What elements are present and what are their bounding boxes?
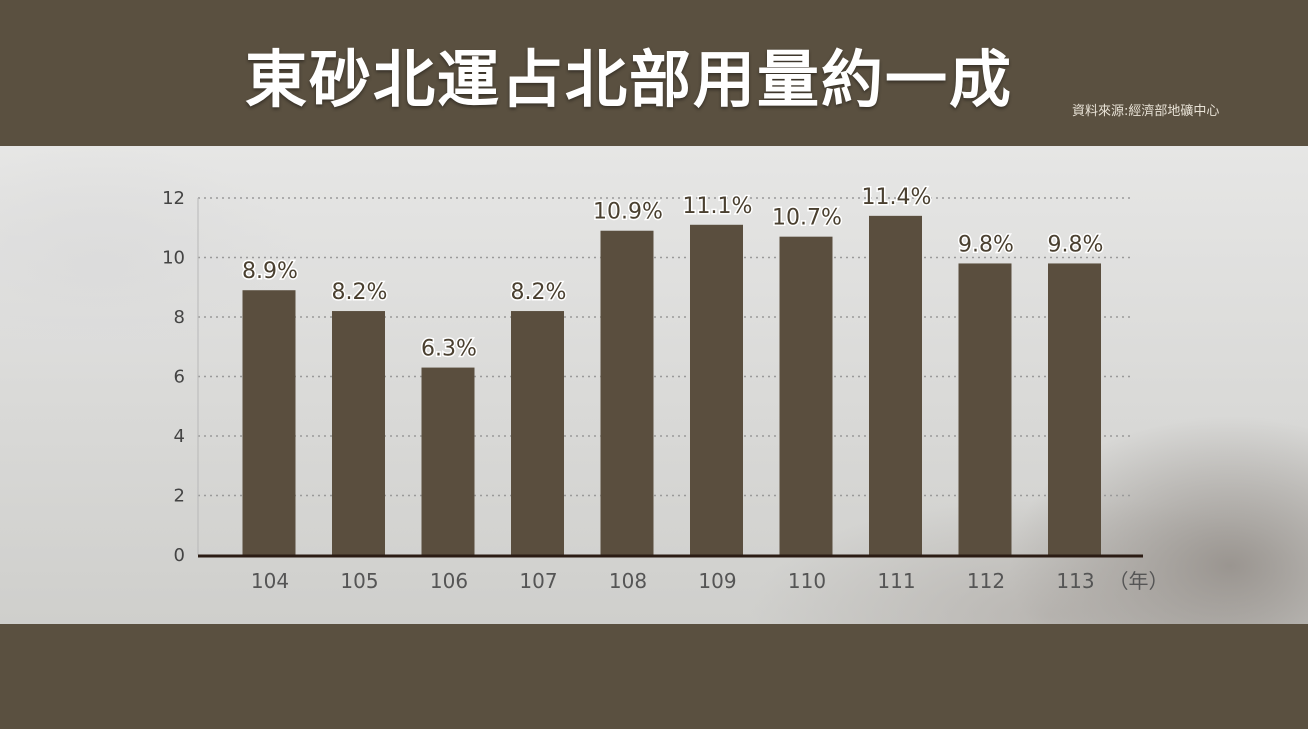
bottom-bar [0,624,1308,729]
y-tick-label: 6 [174,367,185,388]
bar-106 [421,367,475,555]
x-tick-label: 110 [788,569,826,593]
y-tick-label: 2 [174,486,185,507]
bar-107 [511,311,564,555]
y-tick-label: 4 [174,426,185,447]
bar-104 [242,290,296,555]
y-tick-label: 0 [174,545,185,566]
y-tick-label: 8 [174,307,185,328]
data-label: 8.9% [242,259,298,284]
data-label: 11.4% [862,185,932,210]
x-tick-label: 106 [430,569,468,593]
data-label: 10.9% [593,200,663,225]
chart-panel: 0 2 4 6 8 10 12 8.9% 104 8.2% 105 6.3% 106 8.2% 107 10.… [0,146,1308,624]
x-tick-label: 109 [698,569,736,593]
data-label: 9.8% [958,232,1014,257]
x-tick-label: 104 [251,569,289,593]
bar-chart: 0 2 4 6 8 10 12 8.9% 104 8.2% 105 6.3% 106 8.2% 107 10.… [162,183,1169,593]
data-label: 8.2% [332,280,388,305]
data-label: 10.7% [772,206,842,231]
title-bar: 東砂北運占北部用量約一成 資料來源:經濟部地礦中心 [0,0,1308,146]
x-tick-label: 112 [967,569,1005,593]
bar-112 [958,263,1012,555]
x-tick-label: 113 [1056,569,1094,593]
chart-title: 東砂北運占北部用量約一成 [244,43,1013,116]
bar-113 [1048,263,1101,555]
data-label: 6.3% [421,337,477,362]
x-unit-label: （年） [1109,569,1169,593]
x-tick-label: 107 [519,569,557,593]
bar-108 [600,230,654,555]
y-tick-label: 12 [162,188,185,209]
data-label: 8.2% [511,280,567,305]
data-label: 11.1% [683,194,753,219]
x-tick-label: 105 [340,569,378,593]
source-note: 資料來源:經濟部地礦中心 [1072,104,1220,119]
bar-111 [869,215,922,555]
bar-110 [779,236,833,556]
bar-109 [690,224,743,555]
bar-105 [332,311,385,555]
x-tick-label: 108 [609,569,647,593]
x-tick-label: 111 [877,569,915,593]
data-label: 9.8% [1048,232,1104,257]
y-tick-label: 10 [162,248,185,269]
